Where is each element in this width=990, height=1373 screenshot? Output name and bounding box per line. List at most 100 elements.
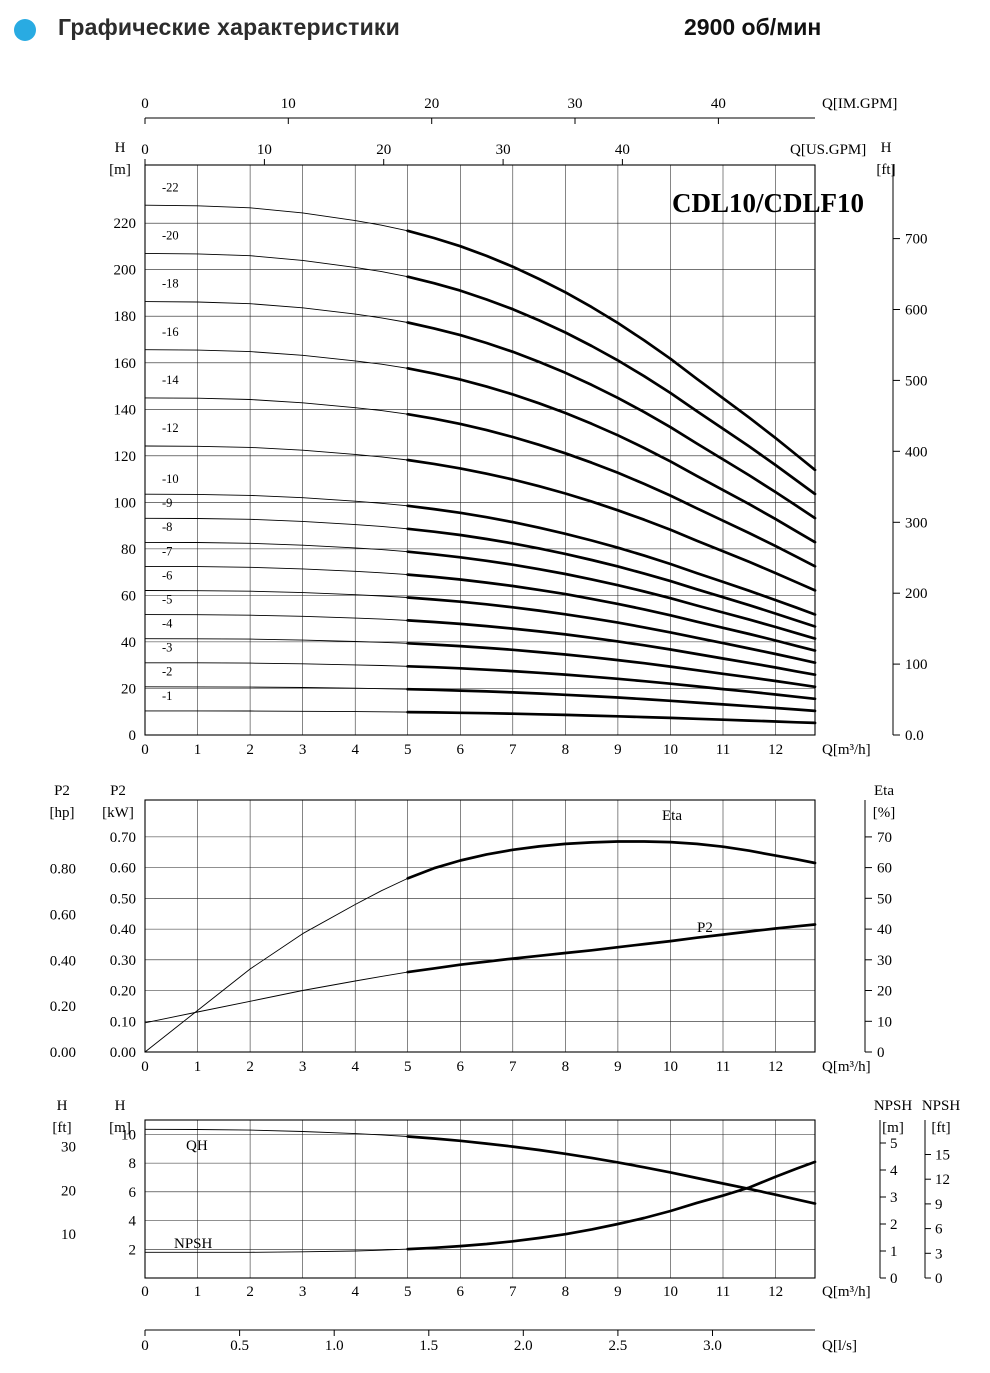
x-tick-label: 7 (509, 1059, 517, 1075)
pump-curve-8 (144, 541, 816, 640)
curve-label: -7 (162, 544, 172, 558)
x-tick-label: 12 (768, 742, 783, 758)
curve-label: -4 (162, 617, 173, 631)
pump-curve-20 (144, 252, 816, 495)
h-m-tick-label: 200 (114, 263, 137, 279)
x-tick-label: 9 (614, 1059, 622, 1075)
kw-tick-label: 0.00 (110, 1045, 136, 1061)
npsh-ft-tick-label: 0 (935, 1271, 943, 1287)
us-gpm-tick-label: 30 (496, 142, 511, 158)
npsh-ft-axis-name: NPSH (922, 1098, 961, 1114)
h-ft-tick-label: 20 (61, 1183, 76, 1199)
eta-tick-label: 40 (877, 922, 892, 938)
x-tick-label: 11 (716, 1059, 730, 1075)
plot-frame (144, 799, 816, 1053)
x-tick-label: 12 (768, 1059, 783, 1075)
ls-tick-label: 2.0 (514, 1338, 533, 1354)
x-tick-label: 2 (246, 1059, 254, 1075)
ls-tick-label: 1.0 (325, 1338, 344, 1354)
npsh-ft-tick-label: 9 (935, 1197, 943, 1213)
h-ft-tick-label: 600 (905, 303, 928, 319)
im-gpm-tick-label: 30 (568, 96, 583, 112)
page-header: Графические характеристики 2900 об/мин (0, 0, 990, 62)
y-left-unit: [m] (109, 162, 131, 178)
h-m-tick-label: 60 (121, 588, 136, 604)
pump-curve-12-bold (406, 458, 817, 592)
kw-tick-label: 0.30 (110, 953, 136, 969)
pump-curve-4-bold (406, 641, 817, 689)
x-tick-label: 8 (562, 742, 570, 758)
eta-tick-label: 70 (877, 830, 892, 846)
x-tick-label: 10 (663, 1284, 678, 1300)
kw-tick-label: 0.60 (110, 861, 136, 877)
curve-p2 (144, 924, 816, 1024)
h-m-tick-label: 6 (129, 1185, 137, 1201)
x-tick-label: 5 (404, 742, 412, 758)
pump-curve-22-bold (406, 229, 817, 472)
curve-label: -12 (162, 421, 179, 435)
hp-tick-label: 0.20 (50, 999, 76, 1015)
h-m-tick-label: 180 (114, 309, 137, 325)
h-m-tick-label: 40 (121, 635, 136, 651)
curve-label: -22 (162, 180, 179, 194)
x-tick-label: 11 (716, 1284, 730, 1300)
pump-curve-18-bold (406, 321, 817, 520)
h-m-tick-label: 220 (114, 216, 137, 232)
im-gpm-tick-label: 10 (281, 96, 296, 112)
x-tick-label: 6 (457, 1059, 465, 1075)
x-tick-label: 12 (768, 1284, 783, 1300)
kw-axis-name: P2 (110, 783, 126, 799)
ls-tick-label: 1.5 (419, 1338, 438, 1354)
pump-curve-2-bold (406, 687, 817, 713)
curve-eta (144, 841, 816, 1053)
npsh-m-tick-label: 2 (890, 1217, 898, 1233)
x-tick-label: 1 (194, 1284, 202, 1300)
x-tick-label: 6 (457, 742, 465, 758)
npsh-m-tick-label: 0 (890, 1271, 898, 1287)
curve-eta-bold (406, 840, 817, 880)
y-left-name: H (115, 140, 126, 156)
h-m-axis-name: H (115, 1098, 126, 1114)
us-gpm-tick-label: 20 (376, 142, 391, 158)
curve-label: -18 (162, 277, 179, 291)
npsh-ft-tick-label: 15 (935, 1148, 950, 1164)
x-axis-label: Q[m³/h] (822, 1284, 871, 1300)
hp-axis-name: P2 (54, 783, 70, 799)
h-m-tick-label: 160 (114, 356, 137, 372)
x-tick-label: 5 (404, 1284, 412, 1300)
h-m-tick-label: 0 (129, 728, 137, 744)
curve-qh-bold (406, 1135, 817, 1205)
plot-frame (144, 164, 816, 736)
x-axis-label: Q[m³/h] (822, 742, 871, 758)
x-tick-label: 6 (457, 1284, 465, 1300)
x-tick-label: 1 (194, 1059, 202, 1075)
x-tick-label: 9 (614, 742, 622, 758)
eta-tick-label: 30 (877, 953, 892, 969)
curve-npsh-bold (406, 1160, 817, 1251)
x-tick-label: 0 (141, 1284, 149, 1300)
x-tick-label: 5 (404, 1059, 412, 1075)
npsh-ft-tick-label: 6 (935, 1222, 943, 1238)
eta-tick-label: 60 (877, 861, 892, 877)
pump-curve-6-bold (406, 596, 817, 665)
h-ft-tick-label: 300 (905, 515, 928, 531)
hp-axis-unit: [hp] (50, 805, 75, 821)
pump-curve-22 (144, 204, 816, 471)
ls-axis-label: Q[l/s] (822, 1338, 857, 1354)
h-m-tick-label: 80 (121, 542, 136, 558)
x-tick-label: 4 (351, 742, 359, 758)
pump-curve-8-bold (406, 550, 817, 640)
power-chart: 0 1 2 3 4 5 6 7 8 9 10 11 120.000.100.200.300.400.50… (50, 783, 896, 1075)
hp-tick-label: 0.60 (50, 908, 76, 924)
x-tick-label: 3 (299, 742, 307, 758)
x-tick-label: 9 (614, 1284, 622, 1300)
eta-tick-label: 20 (877, 984, 892, 1000)
curve-p2-bold (406, 923, 817, 974)
x-tick-label: 2 (246, 1284, 254, 1300)
pump-curve-7-bold (406, 573, 817, 652)
pump-curve-5 (144, 614, 816, 676)
ls-tick-label: 0 (141, 1338, 149, 1354)
pump-curve-3-bold (406, 664, 817, 701)
